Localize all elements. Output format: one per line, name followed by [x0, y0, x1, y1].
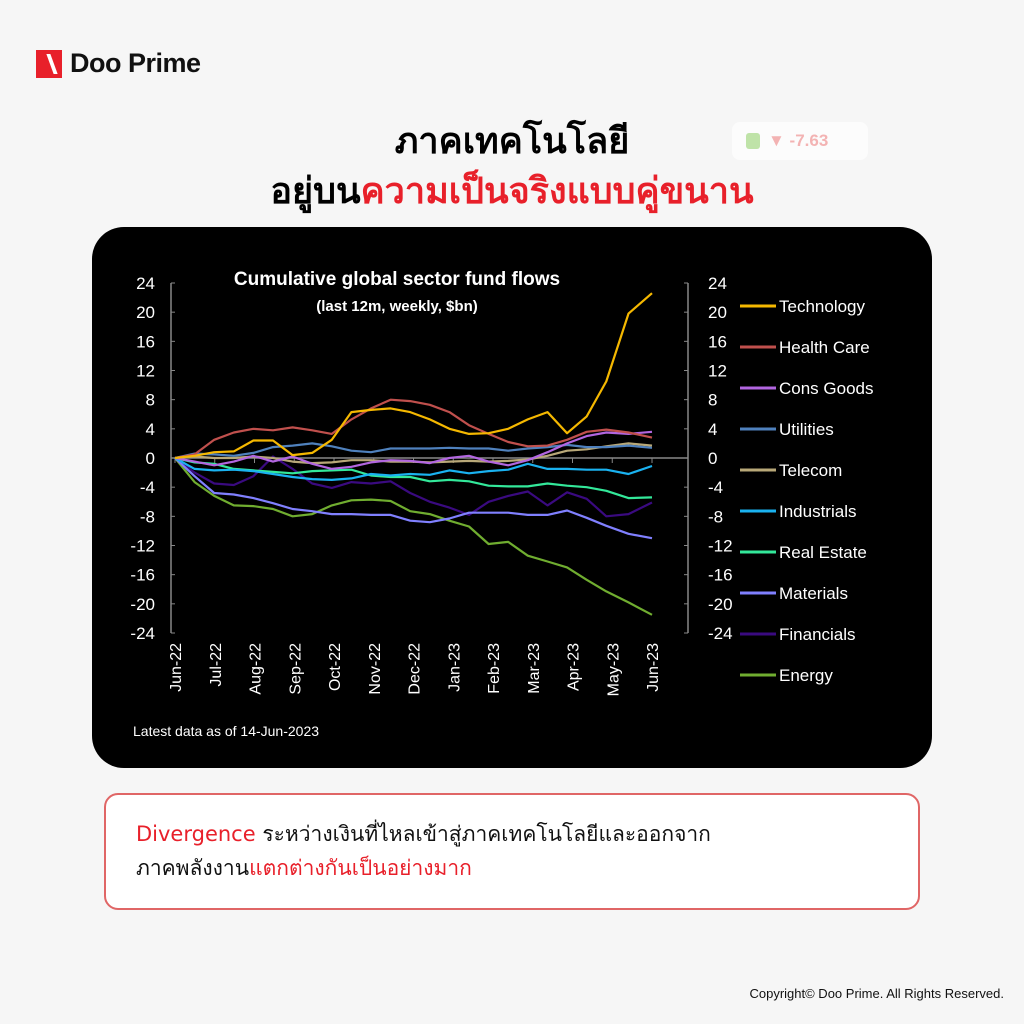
chart-card: Cumulative global sector fund flows (las… [92, 227, 932, 768]
x-tick-label: Jun-23 [645, 643, 662, 692]
right-y-tick-label: -24 [708, 624, 733, 643]
left-y-tick-label: 0 [146, 449, 155, 468]
legend-label: Health Care [779, 338, 870, 357]
x-tick-label: Aug-22 [248, 643, 265, 695]
copyright: Copyright© Doo Prime. All Rights Reserve… [749, 986, 1004, 1001]
brand-name: Doo Prime [70, 48, 201, 78]
headline-line2-red: ความเป็นจริงแบบคู่ขนาน [360, 171, 754, 212]
legend-label: Real Estate [779, 543, 867, 562]
left-y-tick-label: -24 [130, 624, 155, 643]
left-y-tick-label: -12 [130, 537, 155, 556]
x-tick-label: Mar-23 [526, 643, 543, 694]
series-line-real-estate [174, 456, 653, 500]
caption-line1-text: ระหว่างเงินที่ไหลเข้าสู่ภาคเทคโนโลยีและอ… [255, 822, 711, 846]
right-y-tick-label: 24 [708, 274, 727, 293]
caption-divergence: Divergence [136, 822, 256, 846]
x-tick-label: Apr-23 [566, 643, 583, 691]
x-tick-label: Oct-22 [327, 643, 344, 691]
left-y-tick-label: -4 [140, 478, 155, 497]
caption-box: Divergence ระหว่างเงินที่ไหลเข้าสู่ภาคเท… [104, 793, 920, 910]
left-y-tick-label: 8 [146, 391, 155, 410]
caption-line1: Divergence ระหว่างเงินที่ไหลเข้าสู่ภาคเท… [136, 817, 888, 851]
left-y-tick-label: -20 [130, 595, 155, 614]
headline-line1: ภาคเทคโนโลยี [394, 121, 630, 162]
legend-label: Industrials [779, 502, 856, 521]
x-tick-label: Jun-22 [168, 643, 185, 692]
left-y-tick-label: 12 [136, 362, 155, 381]
right-y-tick-label: -20 [708, 595, 733, 614]
legend-label: Telecom [779, 461, 842, 480]
right-y-tick-label: -8 [708, 507, 723, 526]
left-y-tick-label: -16 [130, 566, 155, 585]
headline-line2-black: อยู่บน [270, 171, 361, 212]
series-line-materials [174, 457, 653, 540]
chart-subtitle: (last 12m, weekly, $bn) [316, 298, 477, 315]
right-y-tick-label: 20 [708, 303, 727, 322]
x-tick-label: Dec-22 [407, 643, 424, 695]
right-y-tick-label: -16 [708, 566, 733, 585]
series-line-technology [174, 292, 653, 460]
chart-title: Cumulative global sector fund flows [234, 269, 560, 290]
right-y-tick-label: 4 [708, 420, 717, 439]
right-y-tick-label: 16 [708, 332, 727, 351]
left-y-tick-label: 20 [136, 303, 155, 322]
legend-label: Financials [779, 625, 856, 644]
legend-label: Energy [779, 666, 833, 685]
headline-line2: อยู่บนความเป็นจริงแบบคู่ขนาน [0, 162, 1024, 219]
left-y-tick-label: -8 [140, 507, 155, 526]
left-y-tick-label: 4 [146, 420, 155, 439]
legend-label: Utilities [779, 420, 834, 439]
series-line-utilities [174, 442, 653, 460]
doo-prime-mark-icon [36, 49, 62, 78]
legend-label: Cons Goods [779, 379, 874, 398]
nvidia-logo-icon [746, 133, 760, 149]
doo-prime-logo: Doo Prime [36, 48, 201, 79]
left-y-tick-label: 24 [136, 274, 155, 293]
legend-label: Technology [779, 297, 866, 316]
x-tick-label: Feb-23 [486, 643, 503, 694]
series-line-industrials [174, 457, 653, 481]
legend-label: Materials [779, 584, 848, 603]
fund-flows-chart: Cumulative global sector fund flows (las… [130, 269, 874, 739]
right-y-tick-label: -12 [708, 537, 733, 556]
right-y-tick-label: 8 [708, 391, 717, 410]
series-line-cons-goods [174, 430, 653, 470]
chart-note: Latest data as of 14-Jun-2023 [133, 723, 319, 739]
x-tick-label: Sep-22 [287, 643, 304, 695]
right-y-tick-label: 12 [708, 362, 727, 381]
left-y-tick-label: 16 [136, 332, 155, 351]
caption-line2-text: ภาคพลังงาน [136, 856, 250, 880]
caption-line2-red: แตกต่างกันเป็นอย่างมาก [249, 856, 472, 880]
caption-line2: ภาคพลังงานแตกต่างกันเป็นอย่างมาก [136, 851, 888, 885]
right-y-tick-label: -4 [708, 478, 723, 497]
x-tick-label: Nov-22 [367, 643, 384, 695]
series-line-energy [174, 457, 653, 616]
background-stock-badge: ▼ -7.63 [732, 122, 868, 160]
x-tick-label: May-23 [605, 643, 622, 696]
right-y-tick-label: 0 [708, 449, 717, 468]
series-line-financials [174, 455, 653, 518]
series-line-health-care [174, 398, 653, 460]
x-tick-label: Jan-23 [446, 643, 463, 692]
stock-change-value: ▼ -7.63 [768, 131, 829, 150]
x-tick-label: Jul-22 [208, 643, 225, 687]
